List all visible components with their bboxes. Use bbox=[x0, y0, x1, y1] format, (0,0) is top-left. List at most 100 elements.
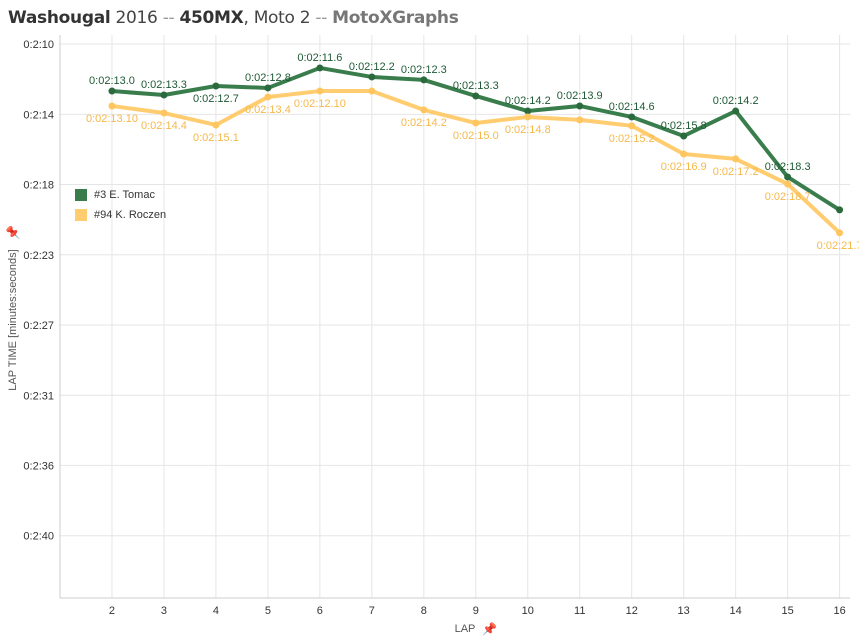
data-label: 0:02:15.8 bbox=[661, 120, 707, 132]
y-tick-label: 0:2:40 bbox=[23, 531, 54, 543]
x-tick-label: 10 bbox=[522, 605, 534, 617]
x-tick-label: 6 bbox=[317, 605, 323, 617]
title-sep: -- bbox=[162, 8, 175, 28]
data-label: 0:02:12.8 bbox=[245, 72, 291, 84]
data-label: 0:02:14.2 bbox=[401, 117, 447, 129]
data-point bbox=[628, 113, 636, 121]
data-point bbox=[420, 76, 428, 84]
data-label: 0:02:11.6 bbox=[297, 52, 342, 64]
data-label: 0:02:14.6 bbox=[609, 101, 655, 113]
data-label: 0:02:14.2 bbox=[713, 95, 759, 107]
data-label: 0:02:14.2 bbox=[505, 95, 551, 107]
x-tick-label: 4 bbox=[213, 605, 219, 617]
data-point bbox=[472, 119, 480, 127]
x-tick-label: 12 bbox=[626, 605, 638, 617]
data-point bbox=[784, 173, 792, 181]
y-tick-label: 0:2:31 bbox=[23, 390, 54, 402]
x-tick-label: 8 bbox=[421, 605, 427, 617]
data-label: 0:02:13.3 bbox=[453, 80, 499, 92]
data-label: 0:02:16.9 bbox=[661, 161, 707, 173]
data-label: 0:02:12.7 bbox=[193, 93, 239, 105]
data-label: 0:02:18.7 bbox=[765, 191, 811, 203]
data-point bbox=[160, 91, 168, 99]
x-tick-label: 13 bbox=[678, 605, 690, 617]
data-point bbox=[784, 180, 792, 188]
data-point bbox=[472, 92, 480, 100]
x-tick-label: 2 bbox=[109, 605, 115, 617]
data-label: 0:02:15.2 bbox=[609, 133, 655, 145]
x-tick-label: 3 bbox=[161, 605, 167, 617]
data-label: 0:02:14.8 bbox=[505, 124, 551, 136]
data-label: 0:02:13.10 bbox=[86, 113, 138, 125]
data-point bbox=[368, 73, 376, 81]
title-brand: MotoXGraphs bbox=[332, 8, 459, 28]
data-label: 0:02:15.1 bbox=[193, 132, 239, 144]
data-point bbox=[680, 150, 688, 158]
title-year: 2016 bbox=[115, 8, 158, 28]
data-point bbox=[732, 107, 740, 115]
x-tick-label: 14 bbox=[730, 605, 742, 617]
data-point bbox=[108, 102, 116, 110]
y-axis-title: LAP TIME [minutes:seconds] bbox=[7, 249, 19, 390]
data-label: 0:02:12.10 bbox=[294, 98, 346, 110]
data-label: 0:02:13.9 bbox=[557, 90, 603, 102]
x-tick-label: 9 bbox=[473, 605, 479, 617]
legend-swatch bbox=[75, 209, 87, 221]
data-label: 0:02:13.4 bbox=[245, 104, 291, 116]
x-tick-label: 15 bbox=[782, 605, 794, 617]
legend-label: #94 K. Roczen bbox=[94, 209, 167, 221]
data-label: 0:02:18.3 bbox=[765, 161, 811, 173]
data-point bbox=[108, 87, 116, 95]
legend: #3 E. Tomac #94 K. Roczen bbox=[75, 185, 166, 225]
data-point bbox=[316, 87, 324, 95]
y-tick-label: 0:2:36 bbox=[23, 460, 54, 472]
data-label: 0:02:14.4 bbox=[141, 120, 187, 132]
data-point bbox=[212, 121, 220, 129]
data-point bbox=[576, 102, 584, 110]
data-point bbox=[420, 106, 428, 114]
y-tick-label: 0:2:10 bbox=[23, 39, 54, 51]
y-tick-label: 0:2:23 bbox=[23, 250, 54, 262]
data-label: 0:02:17.2 bbox=[713, 166, 759, 178]
data-point bbox=[628, 122, 636, 130]
legend-label: #3 E. Tomac bbox=[94, 189, 155, 201]
y-tick-label: 0:2:27 bbox=[23, 320, 54, 332]
data-point bbox=[264, 93, 272, 101]
data-point bbox=[316, 64, 324, 72]
data-label: 0:02:12.2 bbox=[349, 61, 395, 73]
x-axis-title: LAP bbox=[455, 623, 476, 635]
x-tick-label: 7 bbox=[369, 605, 375, 617]
y-tick-label: 0:2:18 bbox=[23, 179, 54, 191]
data-label: 0:02:13.0 bbox=[89, 75, 135, 87]
data-point bbox=[368, 87, 376, 95]
title-class: 450MX bbox=[179, 8, 244, 28]
data-point bbox=[732, 155, 740, 163]
title-track: Washougal bbox=[8, 8, 111, 28]
pin-icon: 📌 bbox=[5, 225, 20, 240]
data-point bbox=[160, 109, 168, 117]
title-sep: -- bbox=[315, 8, 328, 28]
data-point bbox=[264, 84, 272, 92]
data-label: 0:02:12.3 bbox=[401, 64, 447, 76]
data-point bbox=[576, 116, 584, 124]
x-tick-label: 16 bbox=[833, 605, 845, 617]
data-point bbox=[212, 82, 220, 90]
legend-item-roczen[interactable]: #94 K. Roczen bbox=[75, 205, 166, 225]
y-tick-label: 0:2:14 bbox=[23, 109, 54, 121]
data-point bbox=[836, 229, 844, 237]
data-point bbox=[836, 206, 844, 214]
title-moto: , Moto 2 bbox=[243, 8, 311, 28]
x-tick-label: 11 bbox=[574, 605, 585, 617]
data-point bbox=[524, 113, 532, 121]
data-label: 0:02:21.7 bbox=[817, 240, 859, 252]
chart-title: Washougal 2016 -- 450MX, Moto 2 -- MotoX… bbox=[8, 8, 459, 28]
pin-icon: 📌 bbox=[482, 621, 497, 636]
legend-swatch bbox=[75, 189, 87, 201]
data-point bbox=[524, 107, 532, 115]
data-point bbox=[680, 132, 688, 140]
x-tick-label: 5 bbox=[265, 605, 271, 617]
legend-item-tomac[interactable]: #3 E. Tomac bbox=[75, 185, 166, 205]
data-label: 0:02:15.0 bbox=[453, 130, 499, 142]
